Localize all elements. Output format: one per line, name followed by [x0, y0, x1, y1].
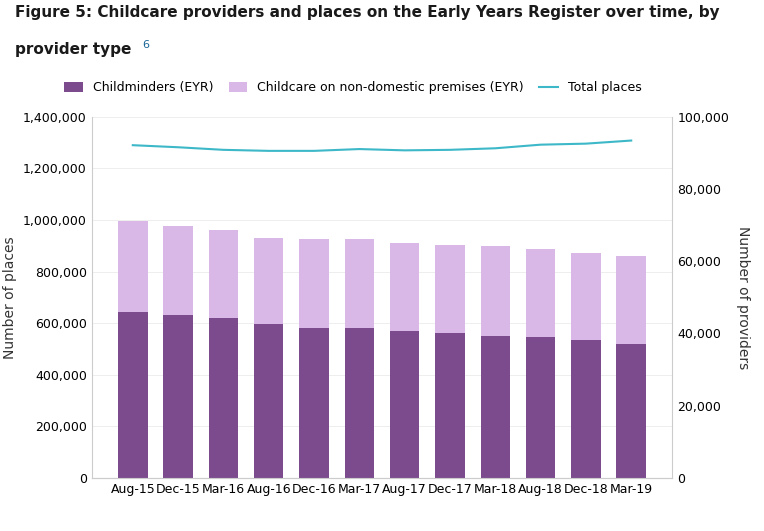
- Bar: [435, 333, 465, 478]
- Bar: [481, 336, 510, 478]
- Text: Figure 5: Childcare providers and places on the Early Years Register over time, : Figure 5: Childcare providers and places…: [15, 5, 720, 20]
- Bar: [254, 324, 283, 478]
- Text: 6: 6: [142, 40, 149, 50]
- Bar: [526, 249, 555, 337]
- Y-axis label: Number of places: Number of places: [3, 236, 18, 358]
- Bar: [526, 337, 555, 478]
- Bar: [390, 243, 419, 331]
- Bar: [435, 245, 465, 333]
- Y-axis label: Number of providers: Number of providers: [736, 226, 750, 369]
- Bar: [617, 344, 646, 478]
- Bar: [163, 226, 193, 315]
- Text: provider type: provider type: [15, 42, 131, 57]
- Bar: [571, 340, 601, 478]
- Bar: [299, 328, 329, 478]
- Bar: [118, 221, 147, 312]
- Bar: [345, 328, 374, 478]
- Bar: [617, 256, 646, 344]
- Bar: [571, 253, 601, 340]
- Bar: [481, 246, 510, 336]
- Legend: Childminders (EYR), Childcare on non-domestic premises (EYR), Total places: Childminders (EYR), Childcare on non-dom…: [60, 76, 646, 99]
- Bar: [118, 312, 147, 478]
- Bar: [299, 238, 329, 328]
- Bar: [345, 239, 374, 328]
- Bar: [209, 230, 238, 318]
- Bar: [254, 237, 283, 324]
- Bar: [390, 331, 419, 478]
- Bar: [209, 318, 238, 478]
- Bar: [163, 315, 193, 478]
